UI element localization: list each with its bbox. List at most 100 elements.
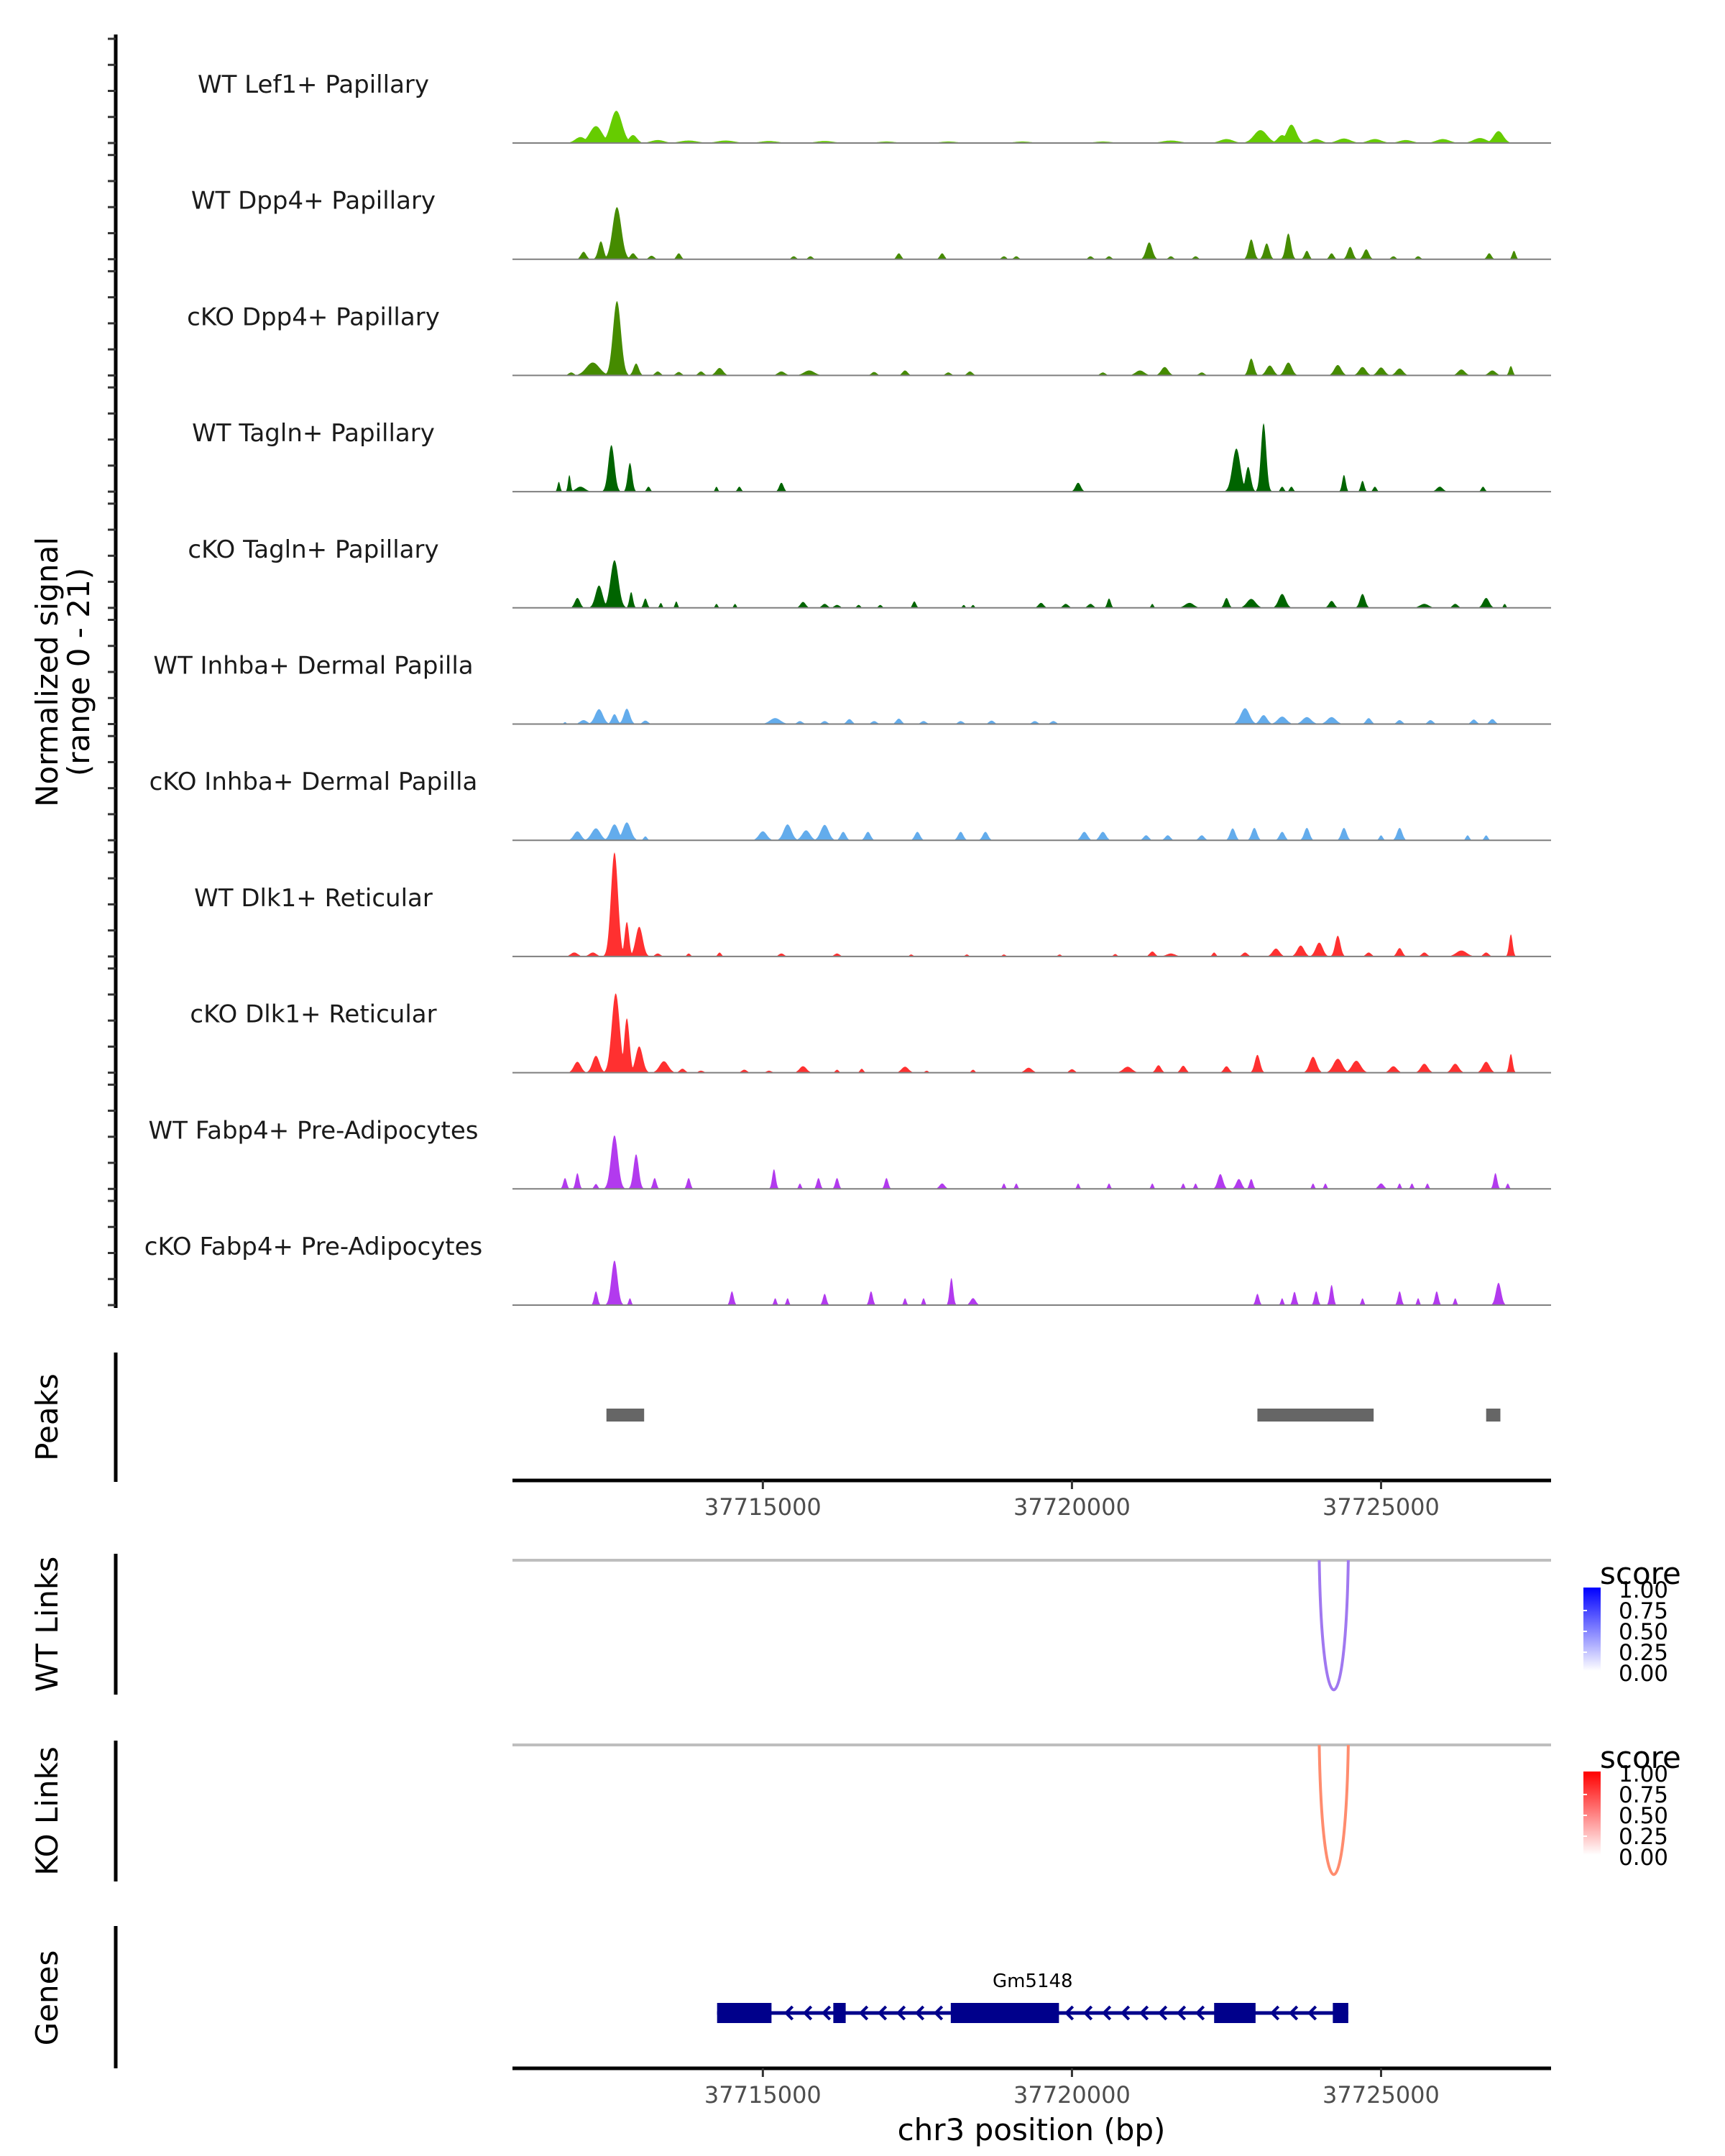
coverage-y-axis-title-line1: Normalized signal [29, 537, 65, 807]
gene-exon [1214, 2003, 1256, 2023]
strand-arrow [1269, 2005, 1280, 2021]
x-tick-label: 37725000 [1322, 1493, 1440, 1521]
legend-tick-label: 0.50 [1619, 1619, 1668, 1645]
link-arc [1317, 1560, 1350, 1692]
coverage-area [512, 1260, 1551, 1305]
gene-name-label: Gm5148 [993, 1971, 1073, 1992]
ko-links-track-label: KO Links [29, 1746, 65, 1876]
wt-links-arcs [1317, 1560, 1350, 1692]
ko-links-arcs [1317, 1744, 1350, 1876]
legend-tick-label: 0.00 [1619, 1845, 1668, 1871]
peaks-track-label: Peaks [29, 1373, 65, 1461]
track-label: WT Inhba+ Dermal Papilla [153, 652, 473, 681]
coverage-y-ticks [108, 37, 116, 1307]
legend-tick-label: 0.25 [1619, 1824, 1668, 1850]
coverage-area [512, 560, 1551, 608]
strand-arrow [1307, 2005, 1317, 2021]
strand-arrow [1064, 2005, 1075, 2021]
peak-region [1486, 1409, 1501, 1422]
strand-arrow [821, 2005, 832, 2021]
coverage-track: cKO Tagln+ Papillary [188, 535, 1551, 609]
strand-arrow [858, 2005, 869, 2021]
strand-arrow [1288, 2005, 1299, 2021]
strand-arrow [914, 2005, 925, 2021]
track-label: WT Dpp4+ Papillary [191, 187, 436, 216]
wt-links-track-label: WT Links [29, 1557, 65, 1692]
x-axis-title: chr3 position (bp) [898, 2112, 1166, 2147]
x-tick-label: 37725000 [1322, 2081, 1440, 2109]
legend-tick-label: 1.00 [1619, 1577, 1668, 1603]
x-tick-label: 37720000 [1013, 2081, 1131, 2109]
x-tick-label: 37715000 [704, 1493, 822, 1521]
strand-arrow [1157, 2005, 1168, 2021]
coverage-area [512, 1135, 1551, 1189]
coverage-tracks: WT Lef1+ Papillary WT Dpp4+ Papillary cKO … [144, 70, 1551, 1306]
strand-arrow [1138, 2005, 1149, 2021]
coverage-track: WT Inhba+ Dermal Papilla [153, 652, 1551, 725]
track-label: cKO Inhba+ Dermal Papilla [150, 768, 478, 796]
peak-region [1257, 1409, 1374, 1422]
strand-arrow [1176, 2005, 1187, 2021]
ko-legend-colorbar [1583, 1772, 1601, 1855]
track-label: WT Dlk1+ Reticular [194, 884, 433, 913]
strand-arrow [802, 2005, 813, 2021]
wt-legend-colorbar [1583, 1588, 1601, 1671]
gene-exon [1333, 2003, 1348, 2023]
legend-tick-label: 0.00 [1619, 1661, 1668, 1687]
track-label: cKO Tagln+ Papillary [188, 535, 438, 564]
ko-legend-labels: 1.000.750.500.250.00 [1583, 1761, 1668, 1871]
coverage-track: cKO Dlk1+ Reticular [190, 993, 1551, 1074]
legend-tick-label: 0.75 [1619, 1598, 1668, 1624]
strand-arrow [896, 2005, 906, 2021]
wt-legend-labels: 1.000.750.500.250.00 [1583, 1577, 1668, 1687]
peak-regions [606, 1409, 1501, 1422]
coverage-track: cKO Dpp4+ Papillary [187, 301, 1551, 377]
coverage-area [512, 207, 1551, 259]
gene-exon [717, 2003, 772, 2023]
coverage-track: WT Lef1+ Papillary [198, 70, 1551, 144]
coverage-track: WT Tagln+ Papillary [192, 419, 1551, 493]
coverage-area [512, 423, 1551, 492]
coverage-track: WT Fabp4+ Pre-Adipocytes [149, 1116, 1551, 1190]
coverage-area [512, 993, 1551, 1073]
genes-x-ticks: 37715000 37720000 37725000 [704, 2068, 1440, 2109]
coverage-y-axis-title-line2: (range 0 - 21) [61, 568, 96, 776]
strand-arrow [933, 2005, 944, 2021]
wt-links-score-legend: score 1.000.750.500.250.00 [1583, 1556, 1681, 1687]
track-label: cKO Fabp4+ Pre-Adipocytes [144, 1233, 483, 1261]
strand-arrow [1101, 2005, 1112, 2021]
wt-links-section: WT Links [29, 1554, 1551, 1695]
ko-links-section: KO Links [29, 1741, 1551, 1881]
track-label: WT Tagln+ Papillary [192, 419, 435, 448]
x-tick-label: 37720000 [1013, 1493, 1131, 1521]
gene-exon [950, 2003, 1059, 2023]
gene-model: Gm5148 [717, 1971, 1348, 2023]
coverage-area [512, 708, 1551, 724]
strand-arrow [1195, 2005, 1205, 2021]
strand-arrow [1082, 2005, 1093, 2021]
peak-region [606, 1409, 645, 1422]
coverage-area [512, 822, 1551, 841]
wt-legend-title: score [1600, 1556, 1681, 1591]
coverage-track: WT Dlk1+ Reticular [194, 852, 1551, 957]
legend-tick-label: 1.00 [1619, 1761, 1668, 1787]
legend-tick-label: 0.75 [1619, 1782, 1668, 1808]
coverage-track: WT Dpp4+ Papillary [191, 187, 1551, 260]
coverage-area [512, 301, 1551, 376]
legend-tick-label: 0.50 [1619, 1803, 1668, 1829]
track-label: WT Fabp4+ Pre-Adipocytes [149, 1116, 479, 1145]
track-label: cKO Dlk1+ Reticular [190, 1000, 436, 1029]
genes-section: Genes Gm5148 37715000 37720000 37725000 ch… [29, 1926, 1551, 2147]
track-label: cKO Dpp4+ Papillary [187, 303, 440, 331]
legend-tick-label: 0.25 [1619, 1640, 1668, 1666]
strand-arrow [1120, 2005, 1131, 2021]
genes-track-label: Genes [29, 1950, 65, 2046]
gene-models: Gm5148 [717, 1971, 1348, 2023]
x-tick-label: 37715000 [704, 2081, 822, 2109]
link-arc [1317, 1744, 1350, 1876]
gene-exon [833, 2003, 846, 2023]
strand-arrow [783, 2005, 794, 2021]
track-label: WT Lef1+ Papillary [198, 70, 429, 99]
coverage-area [512, 111, 1551, 143]
